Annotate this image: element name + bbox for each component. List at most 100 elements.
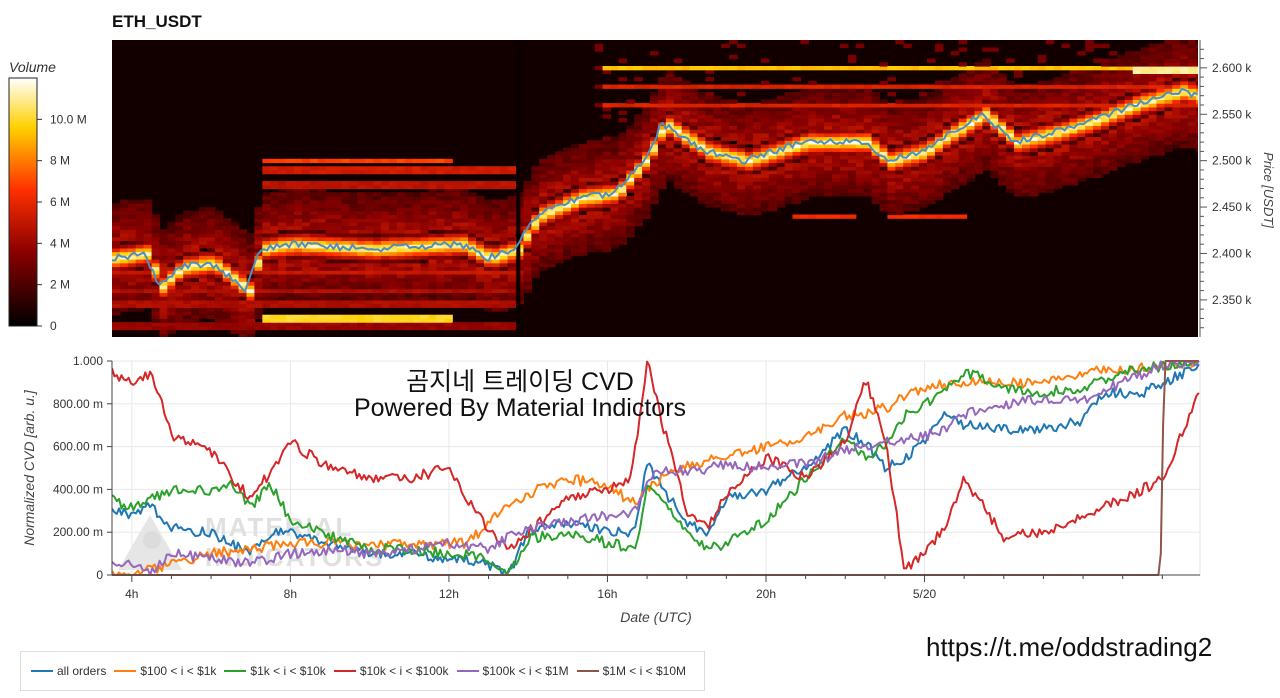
heatmap-cell — [942, 169, 952, 175]
heatmap-cell — [1108, 147, 1118, 152]
heatmap-cell — [800, 155, 809, 160]
heatmap-cell — [1108, 106, 1118, 112]
heatmap-cell — [167, 240, 176, 245]
heatmap-cell — [776, 140, 786, 145]
heatmap-cell — [317, 262, 327, 268]
heatmap-cell — [547, 244, 556, 249]
heatmap-cell — [990, 158, 999, 164]
heatmap-cell — [349, 303, 358, 308]
heatmap-cell — [705, 77, 714, 82]
heatmap-cell — [230, 322, 240, 327]
heatmap-cell — [737, 210, 746, 216]
heatmap-cell — [278, 207, 287, 212]
heatmap-cell — [293, 299, 303, 305]
volume-colorbar: 02 M4 M6 M8 M10.0 M — [8, 77, 87, 333]
heatmap-cell — [373, 322, 382, 327]
heatmap-cell — [278, 195, 287, 201]
heatmap-cell — [1006, 88, 1015, 93]
heatmap-cell — [317, 214, 327, 219]
heatmap-cell — [618, 177, 627, 182]
legend-item[interactable]: $100 < i < $1k — [114, 664, 216, 678]
heatmap-cell — [737, 177, 746, 182]
heatmap-cell — [555, 218, 564, 223]
heatmap-cell — [1188, 69, 1197, 75]
heatmap-cell — [966, 121, 976, 126]
heatmap-cell — [436, 192, 445, 197]
heatmap-cell — [143, 322, 153, 327]
heatmap-cell — [325, 203, 335, 208]
heatmap-cell — [483, 225, 493, 230]
heatmap-cell — [673, 114, 683, 119]
heatmap-cell — [1037, 84, 1047, 89]
heatmap-cell — [847, 117, 857, 123]
heatmap-cell — [183, 303, 192, 308]
heatmap-cell — [911, 207, 920, 212]
heatmap-cell — [357, 299, 366, 305]
heatmap-cell — [523, 262, 532, 268]
heatmap-cell — [341, 303, 350, 308]
heatmap-cell — [1093, 169, 1102, 175]
heatmap-cell — [752, 151, 762, 156]
heatmap-cell — [887, 65, 896, 71]
heatmap-cell — [199, 322, 208, 327]
legend-item[interactable]: $10k < i < $100k — [333, 664, 449, 678]
heatmap-cell — [523, 285, 532, 290]
heatmap-cell — [602, 233, 612, 238]
heatmap-cell — [1014, 103, 1023, 108]
heatmap-cell — [824, 188, 833, 193]
heatmap-cell — [602, 151, 612, 156]
heatmap-cell — [555, 221, 564, 227]
heatmap-cell — [444, 218, 453, 223]
heatmap-cell — [1101, 110, 1110, 115]
heatmap-cell — [349, 247, 358, 253]
heatmap-cell — [729, 132, 738, 138]
heatmap-cell — [847, 155, 857, 160]
heatmap-cell — [254, 214, 263, 219]
heatmap-cell — [349, 221, 358, 227]
heatmap-cell — [1093, 77, 1102, 82]
heatmap-cell — [143, 221, 153, 227]
heatmap-cell — [832, 114, 841, 119]
heatmap-cell — [974, 80, 983, 86]
heatmap-cell — [483, 262, 493, 268]
heatmap-cell — [388, 262, 398, 268]
heatmap-cell — [499, 221, 509, 227]
heatmap-cell — [998, 181, 1007, 186]
heatmap-cell — [206, 221, 216, 227]
heatmap-cell — [547, 214, 556, 219]
legend-item[interactable]: $1M < i < $10M — [576, 664, 686, 678]
heatmap-cell — [594, 43, 604, 49]
telegram-link[interactable]: https://t.me/oddstrading2 — [926, 632, 1213, 662]
heatmap-cell — [1053, 151, 1063, 156]
heatmap-cell — [729, 177, 738, 182]
heatmap-cell — [167, 288, 176, 294]
heatmap-cell — [420, 325, 430, 331]
heatmap-cell — [657, 155, 667, 160]
heatmap-cell — [950, 136, 960, 141]
heatmap-cell — [1156, 69, 1165, 75]
heatmap-cell — [349, 259, 358, 264]
heatmap-cell — [950, 99, 960, 104]
heatmap-cell — [404, 288, 414, 294]
heatmap-cell — [1014, 166, 1023, 171]
heatmap-cell — [934, 88, 944, 93]
legend-item[interactable]: $100k < i < $1M — [456, 664, 569, 678]
heatmap-cell — [1021, 121, 1031, 126]
heatmap-cell — [808, 106, 817, 112]
heatmap-cell — [752, 184, 762, 190]
legend-item[interactable]: $1k < i < $10k — [224, 664, 326, 678]
heatmap-cell — [824, 103, 833, 108]
heatmap-cell — [642, 84, 651, 89]
heatmap-cell — [1156, 91, 1165, 97]
heatmap-cell — [333, 181, 343, 186]
heatmap-cell — [381, 270, 390, 275]
heatmap-cell — [713, 199, 722, 204]
legend-item[interactable]: all orders — [31, 664, 106, 678]
heatmap-cell — [808, 88, 817, 93]
heatmap-cell — [523, 259, 532, 264]
heatmap-cell — [586, 151, 596, 156]
heatmap-cell — [966, 88, 976, 93]
heatmap-cell — [183, 262, 192, 268]
heatmap-cell — [737, 129, 746, 134]
